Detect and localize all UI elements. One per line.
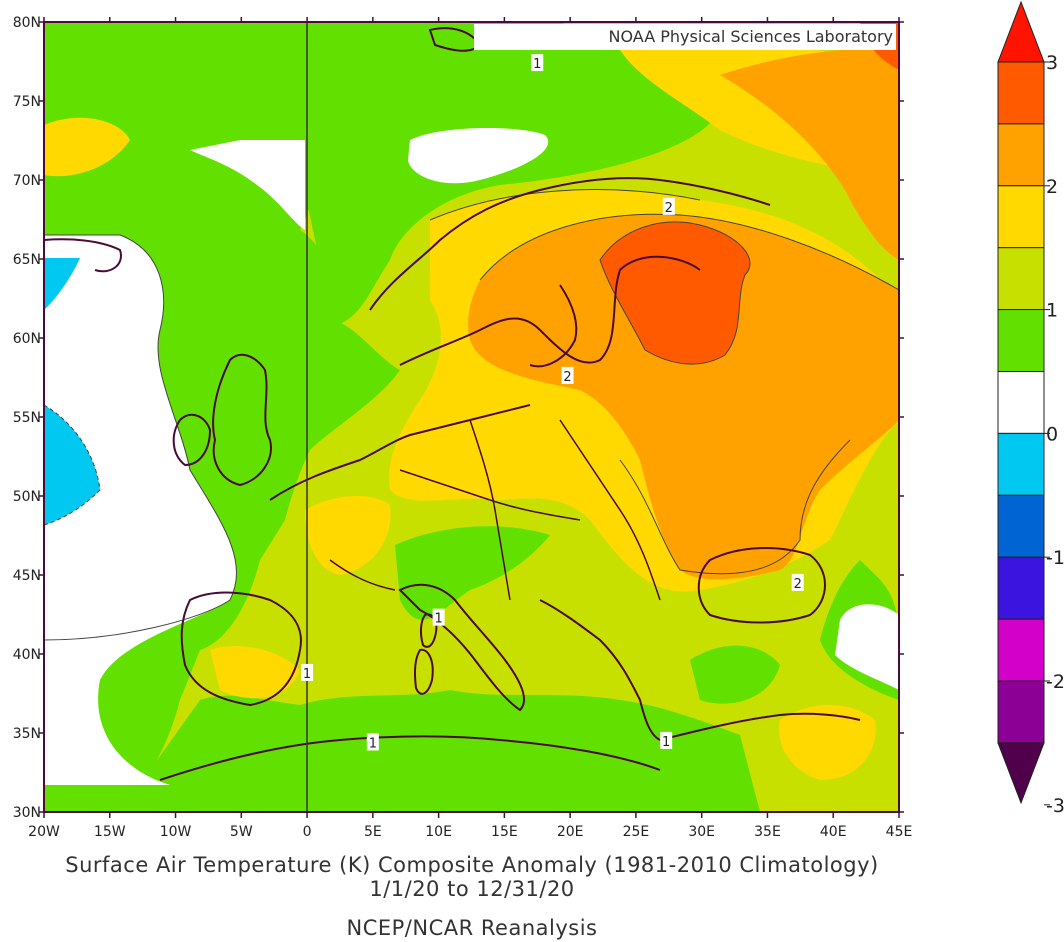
- longitude-axis: 20W 15W 10W 5W 0 5E 10E 15E 20E 25E 30E 35E 40E 45E: [28, 17, 912, 840]
- anomaly-region-green-turkey: [690, 645, 780, 704]
- contour-label-box: [366, 733, 379, 751]
- lat-tick-label: 70N: [13, 173, 41, 189]
- lon-tick-label: 5W: [230, 824, 253, 840]
- lon-tick-label: 10E: [425, 824, 452, 840]
- anomaly-region-green-alps: [395, 526, 550, 620]
- anomaly-region-cyan-2: [44, 405, 100, 525]
- contour-label: 1: [434, 612, 442, 627]
- lon-tick-label: 10W: [160, 824, 192, 840]
- anomaly-region-yellow-levant: [779, 705, 876, 780]
- lat-tick-label: 30N: [13, 805, 41, 821]
- credit-box: [474, 24, 896, 50]
- colorbar-bottom-arrow: [997, 742, 1045, 805]
- contour-label: 1: [533, 57, 541, 72]
- contour-label: 2: [563, 370, 571, 385]
- anomaly-region-cyan-1: [44, 258, 80, 310]
- contour-label: 1: [662, 735, 670, 750]
- latitude-axis: 80N 75N 70N 65N 60N 55N 50N 45N 40N 35N 30N: [13, 15, 904, 821]
- colorbar-label: 2: [1046, 176, 1058, 198]
- anomaly-region-red-orange: [600, 221, 750, 365]
- colorbar: 3 2 1 0 -1 -2 -3: [997, 0, 1064, 817]
- colorbar-label: -1: [1046, 547, 1064, 569]
- credit-label: NOAA Physical Sciences Laboratory: [609, 27, 893, 46]
- anomaly-region-yellow-iberia: [210, 646, 300, 699]
- lat-tick-label: 50N: [13, 489, 41, 505]
- contour-label-box: [301, 663, 314, 681]
- anomaly-region-orange-ne: [720, 48, 899, 260]
- contour-label-box: [561, 366, 574, 384]
- colorbar-band: [997, 123, 1045, 187]
- colorbar-band: [997, 309, 1045, 373]
- colorbar-band: [997, 494, 1045, 558]
- lat-tick-label: 75N: [13, 94, 41, 110]
- anomaly-region-green-north: [300, 22, 720, 325]
- contour-label-box: [662, 197, 675, 215]
- colorbar-band: [997, 432, 1045, 496]
- colorbar-label: -3: [1046, 795, 1064, 817]
- coastlines: [44, 27, 861, 781]
- lon-tick-label: 20W: [28, 824, 60, 840]
- colorbar-top-arrow: [997, 0, 1045, 63]
- anomaly-region-white-east: [835, 604, 899, 690]
- lat-tick-label: 60N: [13, 331, 41, 347]
- colorbar-label: 3: [1046, 52, 1058, 74]
- contour-label: 2: [794, 577, 802, 592]
- lon-tick-label: 20E: [557, 824, 584, 840]
- colorbar-band: [997, 618, 1045, 682]
- contour-labels: 1 2 2 2 1 1 1 1: [301, 54, 804, 751]
- colorbar-label: 0: [1046, 423, 1058, 445]
- colorbar-band: [997, 371, 1045, 434]
- contour-label-box: [432, 608, 445, 626]
- colorbar-band: [997, 680, 1045, 744]
- colorbar-label: 1: [1046, 300, 1058, 322]
- anomaly-region-yellow-france: [305, 495, 391, 575]
- lat-tick-label: 45N: [13, 568, 41, 584]
- lon-tick-label: 45E: [886, 824, 913, 840]
- contour-label: 1: [369, 736, 377, 751]
- anomaly-map: [44, 22, 899, 812]
- colorbar-band: [997, 247, 1045, 311]
- colorbar-band: [997, 61, 1045, 125]
- lon-tick-label: 35E: [754, 824, 781, 840]
- lat-tick-label: 55N: [13, 410, 41, 426]
- figure-title: Surface Air Temperature (K) Composite An…: [65, 853, 878, 877]
- lon-tick-label: 40E: [820, 824, 847, 840]
- anomaly-region-white-atlantic: [44, 140, 305, 785]
- lon-tick-label: 15E: [491, 824, 518, 840]
- contour-label: 1: [303, 667, 311, 682]
- colorbar-band: [997, 556, 1045, 620]
- anomaly-region-green-med: [120, 690, 760, 812]
- contour-label-box: [531, 54, 544, 72]
- lon-tick-label: 25E: [623, 824, 650, 840]
- anomaly-region-white-barents: [408, 128, 549, 184]
- date-range: 1/1/20 to 12/31/20: [369, 877, 574, 901]
- lon-tick-label: 15W: [94, 824, 126, 840]
- colorbar-label: -2: [1046, 671, 1064, 693]
- anomaly-region-yellow-svalbard-west: [44, 117, 130, 177]
- contour-label-box: [791, 573, 804, 591]
- lon-tick-label: 5E: [364, 824, 382, 840]
- contour-label: 2: [665, 201, 673, 216]
- lat-tick-label: 40N: [13, 647, 41, 663]
- lon-tick-label: 30E: [688, 824, 715, 840]
- lat-tick-label: 65N: [13, 252, 41, 268]
- colorbar-band: [997, 185, 1045, 249]
- dataset-name: NCEP/NCAR Reanalysis: [347, 916, 598, 940]
- lat-tick-label: 80N: [13, 15, 41, 31]
- lat-tick-label: 35N: [13, 726, 41, 742]
- contour-label-box: [660, 731, 673, 749]
- lon-tick-label: 0: [303, 824, 312, 840]
